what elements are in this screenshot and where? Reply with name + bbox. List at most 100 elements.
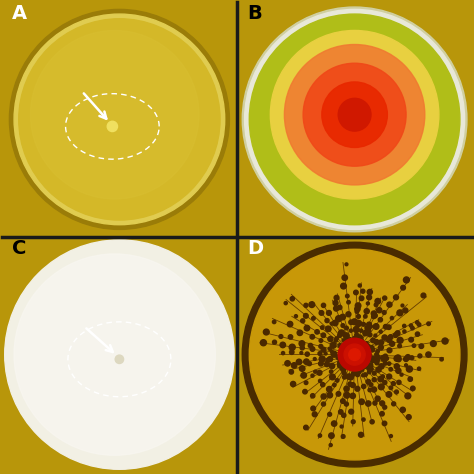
Circle shape [311, 374, 314, 377]
Circle shape [365, 326, 368, 329]
Circle shape [303, 390, 307, 394]
Circle shape [348, 382, 352, 386]
Circle shape [338, 410, 343, 414]
Circle shape [411, 327, 414, 330]
Circle shape [336, 355, 341, 360]
Circle shape [336, 379, 339, 382]
Circle shape [396, 357, 401, 362]
Circle shape [373, 313, 377, 318]
Circle shape [397, 380, 401, 384]
Circle shape [394, 390, 398, 394]
Circle shape [320, 383, 325, 387]
Circle shape [279, 335, 283, 338]
Circle shape [330, 322, 333, 325]
Circle shape [410, 356, 414, 360]
Circle shape [347, 339, 351, 343]
Circle shape [345, 326, 348, 330]
Circle shape [322, 82, 387, 147]
Circle shape [374, 334, 377, 337]
Circle shape [419, 344, 424, 348]
Circle shape [387, 302, 392, 307]
Circle shape [326, 358, 330, 362]
Circle shape [427, 322, 430, 326]
Circle shape [368, 388, 372, 392]
Circle shape [324, 352, 327, 355]
Circle shape [325, 319, 329, 323]
Circle shape [378, 384, 384, 390]
Circle shape [314, 370, 317, 373]
Circle shape [442, 338, 448, 344]
Circle shape [304, 359, 309, 365]
Circle shape [400, 373, 403, 376]
Circle shape [416, 321, 419, 324]
Circle shape [331, 421, 337, 426]
Circle shape [319, 339, 323, 342]
Circle shape [301, 319, 305, 323]
Circle shape [367, 363, 373, 369]
Circle shape [378, 318, 383, 322]
Circle shape [383, 381, 387, 384]
Circle shape [280, 342, 285, 348]
Circle shape [410, 386, 415, 391]
Circle shape [350, 393, 356, 399]
Circle shape [370, 419, 374, 424]
Circle shape [382, 335, 387, 340]
Circle shape [319, 361, 323, 366]
Circle shape [349, 329, 353, 332]
Circle shape [107, 121, 118, 132]
Circle shape [378, 376, 383, 382]
Circle shape [334, 295, 339, 300]
Circle shape [296, 359, 302, 365]
Circle shape [390, 317, 393, 320]
Circle shape [312, 317, 315, 320]
Circle shape [372, 387, 377, 392]
Circle shape [430, 341, 436, 346]
Circle shape [390, 435, 392, 438]
Circle shape [319, 379, 322, 383]
Circle shape [387, 362, 391, 365]
Circle shape [334, 339, 337, 342]
Circle shape [242, 242, 467, 467]
Circle shape [368, 366, 373, 372]
Circle shape [383, 354, 388, 358]
Circle shape [344, 339, 349, 344]
Circle shape [371, 338, 375, 343]
Circle shape [340, 425, 343, 428]
Circle shape [403, 330, 406, 333]
Circle shape [270, 30, 439, 199]
Circle shape [321, 394, 326, 399]
Circle shape [304, 303, 308, 307]
Circle shape [330, 350, 333, 353]
Circle shape [405, 393, 411, 399]
Circle shape [341, 357, 346, 362]
Circle shape [342, 275, 347, 281]
Circle shape [403, 357, 409, 362]
Circle shape [340, 314, 346, 320]
Circle shape [328, 356, 333, 362]
Circle shape [284, 301, 287, 305]
Circle shape [329, 444, 332, 447]
Circle shape [344, 333, 349, 338]
Circle shape [397, 310, 403, 316]
Circle shape [375, 355, 380, 360]
Circle shape [398, 344, 401, 348]
Circle shape [356, 335, 363, 341]
Circle shape [341, 435, 345, 438]
Circle shape [403, 277, 410, 283]
Circle shape [352, 371, 356, 376]
Circle shape [388, 335, 392, 339]
Circle shape [318, 434, 321, 437]
Circle shape [368, 333, 372, 337]
Circle shape [315, 329, 319, 334]
Circle shape [369, 383, 373, 387]
Text: D: D [247, 239, 263, 258]
Circle shape [336, 316, 342, 322]
Circle shape [336, 392, 341, 396]
Circle shape [409, 337, 413, 342]
Circle shape [332, 320, 338, 326]
Circle shape [303, 63, 406, 166]
Circle shape [377, 308, 382, 313]
Circle shape [365, 401, 371, 406]
Circle shape [328, 412, 332, 416]
Circle shape [338, 330, 345, 336]
